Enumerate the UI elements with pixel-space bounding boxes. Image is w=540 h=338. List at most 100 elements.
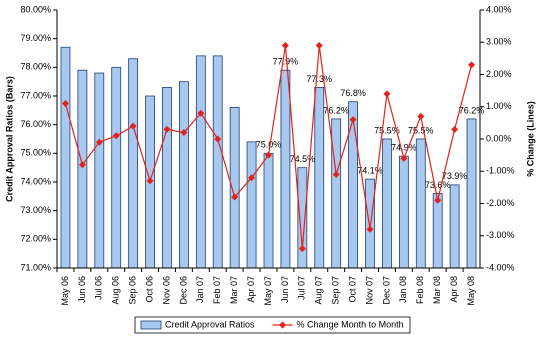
data-label: 73.6% <box>425 180 451 190</box>
y2-tick-label: 2.00% <box>486 69 512 79</box>
y-axis-title: Credit Approval Ratios (Bars) <box>4 76 14 202</box>
y-tick-label: 79.00% <box>20 33 51 43</box>
y-tick-label: 75.00% <box>20 148 51 158</box>
x-tick-label: Oct 06 <box>144 276 154 303</box>
bar <box>111 66 122 269</box>
line-marker <box>61 100 69 108</box>
y2-axis-title: % Change (Lines) <box>525 101 535 177</box>
data-label: 75.5% <box>408 125 434 135</box>
x-tick-label: Mar 08 <box>432 276 442 304</box>
data-label: 76.8% <box>340 88 366 98</box>
line-marker <box>366 225 374 233</box>
y2-tick-label: -2.00% <box>486 198 515 208</box>
x-tick-label: Jul 06 <box>94 276 104 300</box>
line-marker <box>298 245 306 253</box>
bar <box>178 81 189 269</box>
bar <box>348 101 359 269</box>
x-tick-label: Dec 06 <box>178 276 188 305</box>
bar <box>280 69 291 269</box>
x-tick-label: Feb 07 <box>212 276 222 304</box>
x-tick-label: May 06 <box>60 276 70 306</box>
y-tick-label: 80.00% <box>20 4 51 14</box>
line-marker <box>95 138 103 146</box>
y2-tick-label: -1.00% <box>486 166 515 176</box>
line-marker <box>112 132 120 140</box>
data-label: 74.9% <box>391 143 417 153</box>
data-label: 75.5% <box>374 125 400 135</box>
x-tick-label: May 07 <box>263 276 273 306</box>
line-marker <box>349 116 357 124</box>
bar <box>77 69 88 269</box>
y2-tick-label: 1.00% <box>486 101 512 111</box>
data-label: 75.0% <box>256 140 282 150</box>
x-tick-label: Aug 06 <box>111 276 121 305</box>
x-tick-label: Sep 06 <box>128 276 138 305</box>
bar <box>212 55 223 269</box>
line-marker <box>214 135 222 143</box>
line-marker <box>468 61 476 69</box>
bar <box>432 193 443 269</box>
bar <box>365 178 375 269</box>
bar <box>449 184 460 269</box>
legend-label: % Change Month to Month <box>297 319 404 329</box>
x-tick-label: Jan 07 <box>195 276 205 303</box>
x-tick-label: Feb 08 <box>415 276 425 304</box>
line-marker <box>163 125 171 133</box>
line-marker <box>129 122 137 130</box>
bar <box>382 138 392 269</box>
y-tick-label: 77.00% <box>20 90 51 100</box>
line-marker <box>417 112 425 120</box>
y2-tick-label: -3.00% <box>486 230 515 240</box>
line-marker <box>78 161 86 169</box>
y2-tick-label: 0.00% <box>486 133 512 143</box>
data-label: 74.1% <box>357 166 383 176</box>
line-marker <box>231 193 239 201</box>
x-tick-label: Jun 07 <box>280 276 290 303</box>
data-label: 77.3% <box>306 74 332 84</box>
line-marker <box>332 170 340 178</box>
legend-label: Credit Approval Ratios <box>165 319 255 329</box>
bar <box>195 55 206 269</box>
x-tick-label: Jan 08 <box>398 276 408 303</box>
line-marker <box>434 196 442 204</box>
bar <box>162 87 172 269</box>
bar <box>331 118 342 269</box>
x-tick-label: Apr 08 <box>449 276 459 303</box>
x-tick-label: Mar 07 <box>229 276 239 304</box>
x-tick-label: Jun 06 <box>77 276 87 303</box>
y2-tick-label: 4.00% <box>486 4 512 14</box>
legend-marker <box>279 321 287 329</box>
x-tick-label: Apr 07 <box>246 276 256 303</box>
line-marker <box>451 125 459 133</box>
line-marker <box>400 154 408 162</box>
x-tick-label: Dec 07 <box>381 276 391 305</box>
x-tick-label: Nov 06 <box>161 276 171 305</box>
y-tick-label: 71.00% <box>20 262 51 272</box>
y-tick-label: 73.00% <box>20 205 51 215</box>
bar <box>60 46 71 269</box>
line-marker <box>281 41 289 49</box>
bar <box>415 138 426 269</box>
y2-tick-label: -4.00% <box>486 262 515 272</box>
bar <box>246 141 257 269</box>
x-tick-label: Nov 07 <box>364 276 374 305</box>
bar <box>314 87 325 269</box>
data-label: 77.9% <box>273 57 299 67</box>
legend-swatch <box>140 320 162 330</box>
line-marker <box>265 151 272 159</box>
y-tick-label: 78.00% <box>20 62 51 72</box>
line-marker <box>180 129 188 137</box>
bar <box>263 152 274 269</box>
bar <box>94 72 105 269</box>
x-tick-label: Aug 07 <box>314 276 324 305</box>
bar <box>466 118 477 269</box>
data-label: 74.5% <box>290 154 316 164</box>
legend-box <box>134 316 411 334</box>
data-label: 73.9% <box>442 171 468 181</box>
data-label: 76.2% <box>323 105 349 115</box>
x-tick-label: Sep 07 <box>331 276 341 305</box>
line-marker <box>248 174 256 182</box>
y-tick-label: 74.00% <box>20 176 51 186</box>
bar <box>398 155 409 269</box>
